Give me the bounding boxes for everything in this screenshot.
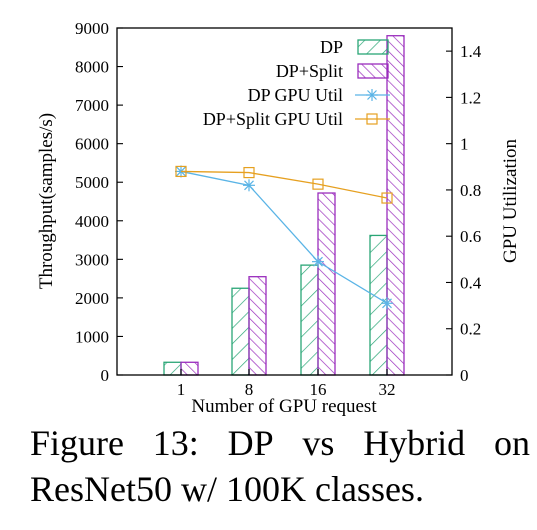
- figure-caption: Figure 13: DP vs Hybrid on ResNet50 w/ 100K c…: [30, 420, 530, 512]
- y2-tick-label: 0.6: [460, 227, 481, 246]
- y-tick-label: 6000: [75, 135, 109, 154]
- legend: DP DP+Split DP GPU Util DP+Split GPU Util: [203, 37, 390, 129]
- y2-tick-label: 1.4: [460, 42, 482, 61]
- legend-swatch-dp-split: [358, 64, 388, 78]
- x-tick-label: 32: [379, 380, 396, 399]
- line-dp-split-gpu-util: [181, 171, 387, 198]
- caption-word: DP: [228, 420, 274, 466]
- legend-label-dp-gpu-util: DP GPU Util: [248, 85, 343, 105]
- bar-dp-16: [301, 265, 318, 375]
- point-dp-gpu-util-16: [312, 256, 324, 268]
- x-tick-label: 1: [177, 380, 186, 399]
- y2-tick-label: 0.4: [460, 273, 482, 292]
- point-dp-gpu-util-8: [243, 179, 255, 191]
- bar-dp-split-32: [387, 36, 404, 375]
- y2-tick-label: 0: [460, 366, 469, 385]
- caption-line-2: ResNet50 w/ 100K classes.: [30, 466, 530, 512]
- y2-tick-label: 1.2: [460, 88, 481, 107]
- bar-dp-split-8: [249, 277, 266, 375]
- y-tick-label: 7000: [75, 96, 109, 115]
- y2-tick-label: 0.8: [460, 181, 481, 200]
- y-tick-label: 8000: [75, 58, 109, 77]
- caption-word: Figure: [30, 420, 124, 466]
- caption-word: vs: [302, 420, 334, 466]
- legend-swatch-dp: [358, 40, 388, 54]
- bar-dp-1: [164, 362, 181, 375]
- chart: 0 1000 2000 3000 4000 5000 6000 7000 8000 9000 0 0.…: [0, 0, 537, 420]
- legend-label-dp: DP: [320, 37, 343, 57]
- bar-dp-split-16: [318, 193, 335, 375]
- legend-label-dp-split: DP+Split: [276, 61, 343, 81]
- y2-tick-label: 1: [460, 135, 469, 154]
- legend-label-dp-split-gpu-util: DP+Split GPU Util: [203, 109, 343, 129]
- point-dp-gpu-util-32: [381, 297, 393, 309]
- lines-layer: [175, 165, 393, 309]
- y-tick-label: 4000: [75, 212, 109, 231]
- y-tick-label: 1000: [75, 327, 109, 346]
- caption-word: on: [494, 420, 530, 466]
- y-tick-label: 5000: [75, 173, 109, 192]
- bar-dp-split-1: [181, 362, 198, 375]
- y-axis-title: Throughput(samples/s): [36, 113, 57, 289]
- y-tick-label: 0: [101, 366, 110, 385]
- legend-marker-dp-gpu-util: [366, 89, 378, 101]
- caption-line-1: Figure 13: DP vs Hybrid on: [30, 420, 530, 466]
- caption-word: 13:: [153, 420, 199, 466]
- y2-axis-title: GPU Utilization: [500, 138, 521, 263]
- y-tick-label: 3000: [75, 250, 109, 269]
- y2-tick-label: 0.2: [460, 320, 481, 339]
- y-tick-label: 9000: [75, 19, 109, 38]
- caption-word: Hybrid: [363, 420, 465, 466]
- y-tick-label: 2000: [75, 289, 109, 308]
- x-axis-title: Number of GPU request: [191, 396, 377, 417]
- bar-dp-8: [232, 288, 249, 375]
